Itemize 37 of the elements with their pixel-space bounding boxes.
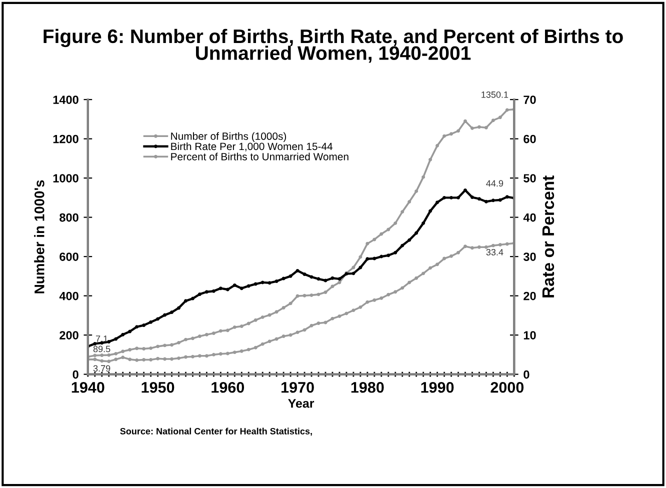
y-tick-label: 0 — [72, 370, 78, 379]
y-tick-label: 200 — [60, 331, 78, 340]
data-label: 7.1 — [96, 336, 108, 342]
x-axis-title: Year — [288, 399, 314, 408]
y2-tick-label: 30 — [523, 252, 536, 261]
y2-tick-label: 0 — [524, 370, 530, 379]
data-label: 1350.1 — [482, 91, 508, 98]
legend-label: Number of Births (1000s) — [171, 132, 286, 142]
x-tick-label: 1970 — [282, 382, 314, 393]
x-tick-label: 1950 — [142, 382, 174, 393]
x-tick-label: 1960 — [212, 382, 244, 393]
chart-title: Figure 6: Number of Births, Birth Rate, and Percent of Births to Unmarried Women, 1940-2001 — [44, 28, 623, 63]
y2-tick-label: 60 — [524, 134, 536, 144]
source-note: Source: National Center for Health Statistics, — [120, 428, 312, 436]
data-label: 44.9 — [486, 180, 504, 187]
x-tick-label: 1940 — [72, 382, 104, 393]
y2-axis-title: Rate or Percent — [542, 176, 554, 298]
data-label: 3.79 — [93, 365, 110, 372]
y2-tick-label: 20 — [524, 292, 536, 300]
y2-tick-label: 70 — [524, 96, 536, 104]
data-label: 33.4 — [486, 249, 504, 256]
y-tick-label: 1000 — [53, 174, 78, 182]
legend-label: Birth Rate Per 1,000 Women 15-44 — [171, 142, 333, 152]
y2-tick-label: 10 — [524, 331, 536, 340]
y2-tick-label: 50 — [524, 174, 536, 182]
y-tick-label: 1200 — [53, 134, 78, 144]
data-label: 89.5 — [93, 346, 110, 352]
y-tick-label: 400 — [59, 292, 78, 300]
legend-label: Percent of Births to Unmarried Women — [171, 152, 348, 160]
y-axis-title: Number in 1000's — [34, 180, 44, 294]
x-tick-label: 1990 — [421, 382, 454, 393]
y2-tick-label: 40 — [523, 213, 536, 222]
y-tick-label: 600 — [60, 252, 78, 261]
x-tick-label: 1980 — [351, 382, 384, 393]
y-tick-label: 1400 — [53, 96, 78, 104]
x-tick-label: 2000 — [490, 382, 524, 393]
y-tick-label: 800 — [60, 213, 78, 222]
